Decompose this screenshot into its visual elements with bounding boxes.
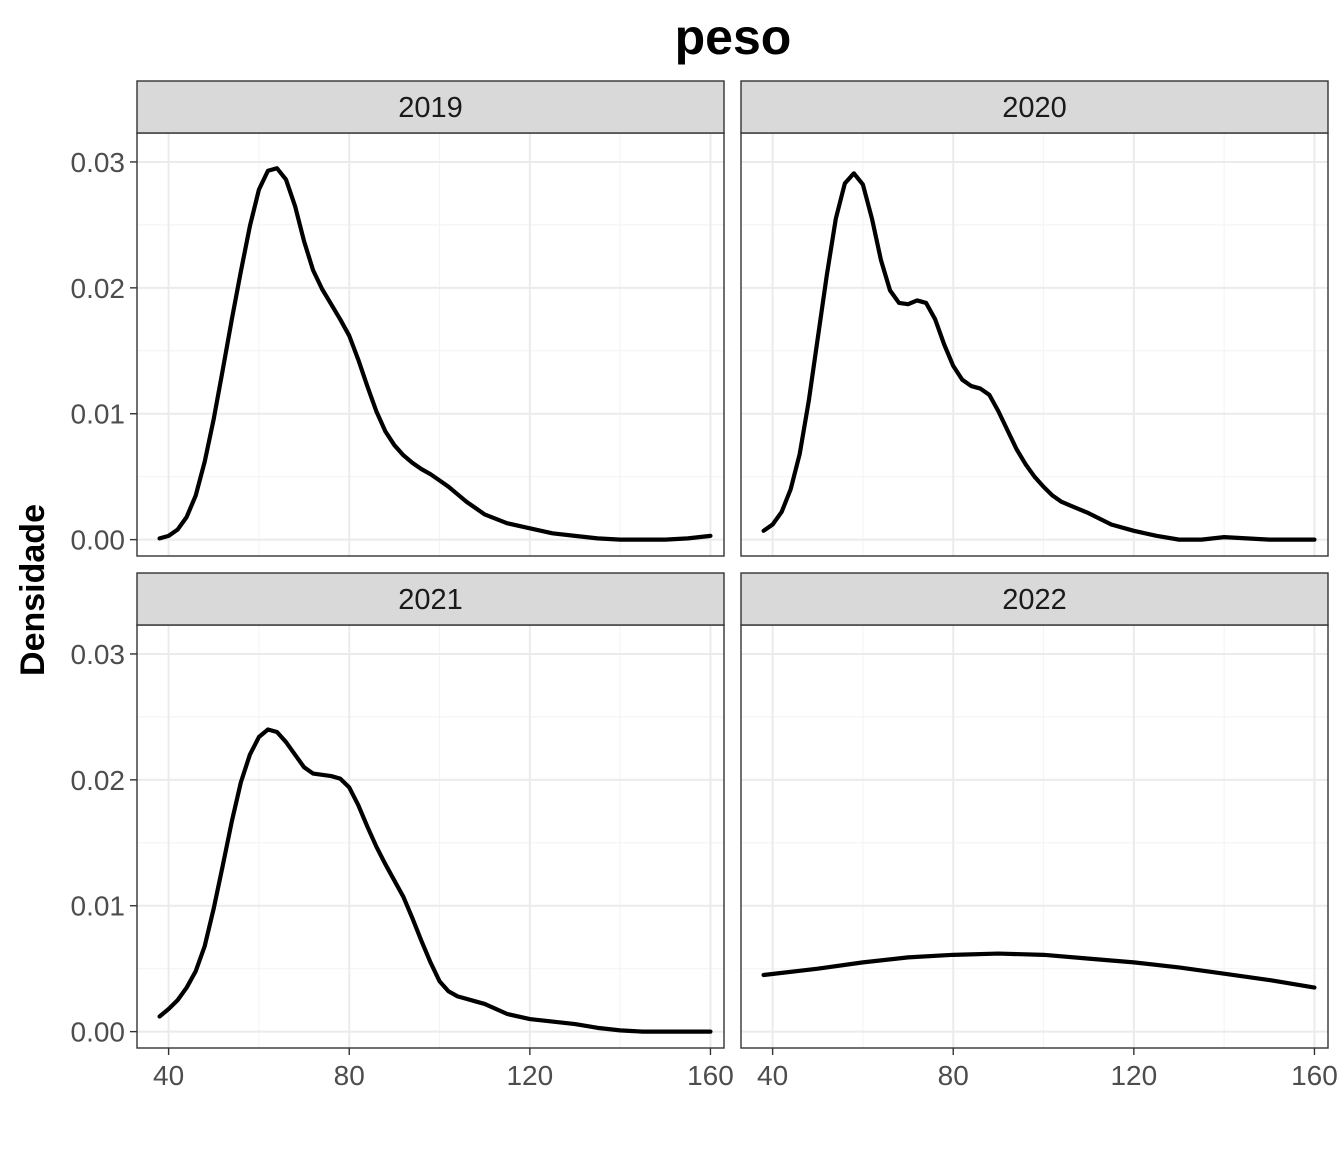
- x-tick-label: 40: [757, 1060, 788, 1091]
- y-tick-label: 0.01: [71, 399, 126, 430]
- facet-panel-2020: 2020: [740, 80, 1329, 557]
- facet-strip: [740, 80, 1329, 134]
- y-tick-label: 0.02: [71, 765, 126, 796]
- x-tick-label: 160: [1291, 1060, 1338, 1091]
- facet-strip-label: 2019: [398, 92, 463, 124]
- y-tick-label: 0.00: [71, 1017, 126, 1048]
- x-tick-label: 80: [334, 1060, 365, 1091]
- density-curve-2020: [761, 171, 1317, 542]
- y-tick-label: 0.00: [71, 525, 126, 556]
- panel-background: [741, 625, 1328, 1048]
- facet-strip: [740, 572, 1329, 626]
- y-tick-label: 0.03: [71, 147, 126, 178]
- density-curve-2019: [157, 166, 713, 542]
- panel-background: [137, 133, 724, 556]
- facet-strip-label: 2021: [398, 584, 463, 616]
- x-tick-label: 120: [1110, 1060, 1157, 1091]
- density-curve-2022: [761, 951, 1317, 990]
- x-tick-label: 80: [938, 1060, 969, 1091]
- chart-title: peso: [675, 9, 792, 65]
- y-axis-label: Densidade: [14, 504, 52, 676]
- density-curve-2021: [157, 727, 713, 1034]
- facet-strip: [136, 80, 725, 134]
- facet-strip-label: 2020: [1002, 92, 1067, 124]
- panel-background: [741, 133, 1328, 556]
- y-tick-label: 0.02: [71, 273, 126, 304]
- facet-panel-2021: 2021 0.00 0.01 0.02 0.03 40 80 120 160: [71, 572, 734, 1091]
- facet-panels: 2019 0.00 0.01 0.02 0.03 2020 2021 0.00 0.01 0.02…: [71, 80, 1338, 1091]
- x-tick-label: 120: [506, 1060, 553, 1091]
- x-tick-label: 160: [687, 1060, 734, 1091]
- y-tick-label: 0.01: [71, 891, 126, 922]
- facet-panel-2019: 2019 0.00 0.01 0.02 0.03: [71, 80, 725, 557]
- y-tick-label: 0.03: [71, 639, 126, 670]
- facet-strip-label: 2022: [1002, 584, 1067, 616]
- panel-background: [137, 625, 724, 1048]
- facet-strip: [136, 572, 725, 626]
- facet-panel-2022: 2022 40 80 120 160: [740, 572, 1338, 1091]
- x-tick-label: 40: [153, 1060, 184, 1091]
